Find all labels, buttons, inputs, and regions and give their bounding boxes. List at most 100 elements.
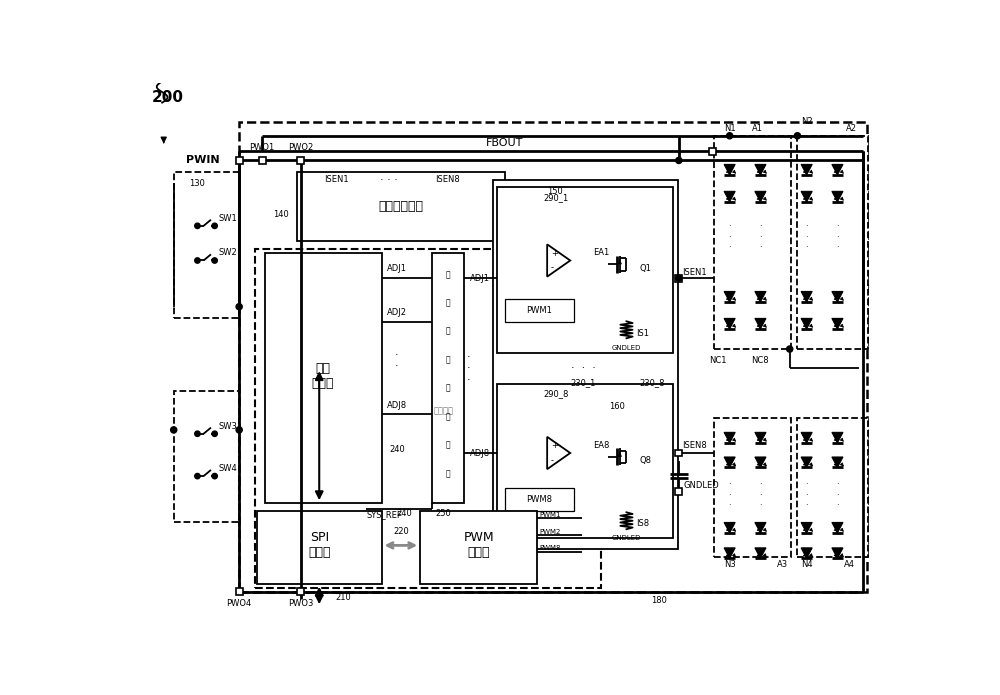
- Bar: [714, 418, 791, 557]
- Text: 230_8: 230_8: [640, 377, 665, 386]
- Polygon shape: [801, 191, 812, 202]
- Polygon shape: [724, 165, 735, 175]
- Text: NC8: NC8: [751, 356, 769, 365]
- Polygon shape: [801, 457, 812, 468]
- Text: 150: 150: [547, 187, 563, 196]
- Text: +: +: [551, 441, 558, 450]
- Circle shape: [787, 346, 793, 352]
- Text: 160: 160: [609, 402, 625, 411]
- Polygon shape: [801, 432, 812, 443]
- Bar: [432, 253, 464, 503]
- Text: A4: A4: [844, 560, 855, 569]
- Bar: [714, 136, 791, 349]
- Polygon shape: [832, 165, 843, 175]
- Bar: [297, 172, 505, 241]
- Text: 选: 选: [446, 384, 450, 393]
- Polygon shape: [832, 432, 843, 443]
- Text: SW1: SW1: [218, 213, 237, 222]
- Polygon shape: [724, 523, 735, 533]
- Polygon shape: [755, 548, 766, 558]
- Text: ·
·
·: · · ·: [805, 222, 808, 252]
- Text: 240: 240: [389, 445, 405, 454]
- Text: PWM8: PWM8: [539, 546, 561, 551]
- Bar: [797, 136, 868, 349]
- Text: ISEN1: ISEN1: [682, 268, 707, 277]
- Bar: [675, 450, 682, 457]
- Text: Q1: Q1: [640, 263, 651, 272]
- Text: ·
·
·: · · ·: [759, 222, 762, 252]
- Text: 250: 250: [435, 509, 451, 518]
- Text: ADJ2: ADJ2: [387, 309, 407, 318]
- Text: PWM
生成器: PWM 生成器: [463, 532, 494, 559]
- Text: PWO2: PWO2: [288, 142, 313, 152]
- Polygon shape: [755, 457, 766, 468]
- Text: ADJ8: ADJ8: [470, 448, 490, 457]
- Bar: [420, 511, 537, 584]
- Text: ·
·
·: · · ·: [467, 352, 470, 385]
- Text: SW2: SW2: [218, 248, 237, 257]
- Polygon shape: [724, 291, 735, 302]
- Bar: [709, 148, 716, 154]
- Text: 290_1: 290_1: [543, 193, 569, 202]
- Circle shape: [794, 133, 800, 139]
- Bar: [174, 391, 239, 523]
- Text: A1: A1: [752, 124, 763, 133]
- Text: N3: N3: [724, 560, 736, 569]
- Bar: [675, 275, 682, 281]
- Text: PWIN: PWIN: [186, 156, 220, 165]
- Text: ADJ1: ADJ1: [387, 265, 407, 273]
- Text: ·
·
·: · · ·: [836, 222, 839, 252]
- Circle shape: [195, 431, 200, 436]
- Circle shape: [212, 258, 217, 263]
- Polygon shape: [801, 291, 812, 302]
- Text: PWM1: PWM1: [539, 512, 561, 518]
- Text: 130: 130: [189, 179, 205, 188]
- Bar: [505, 299, 574, 322]
- Text: +: +: [551, 249, 558, 258]
- Circle shape: [236, 427, 242, 433]
- Text: ·
·: · ·: [395, 350, 399, 371]
- Text: 信: 信: [446, 327, 450, 336]
- Text: SW3: SW3: [218, 422, 237, 430]
- Text: ·
·
·: · · ·: [728, 480, 731, 510]
- Text: 单: 单: [446, 441, 450, 450]
- Polygon shape: [801, 165, 812, 175]
- Polygon shape: [832, 191, 843, 202]
- Bar: [257, 511, 382, 584]
- Text: ·
·
·: · · ·: [836, 480, 839, 510]
- Text: 数模
转换器: 数模 转换器: [312, 362, 334, 390]
- Polygon shape: [755, 191, 766, 202]
- Bar: [236, 588, 243, 595]
- Text: ISEN1: ISEN1: [324, 175, 348, 184]
- Bar: [297, 588, 304, 595]
- Text: EA8: EA8: [593, 441, 610, 450]
- Text: ISEN8: ISEN8: [682, 441, 707, 450]
- Polygon shape: [724, 318, 735, 329]
- Text: 反馈控制模块: 反馈控制模块: [378, 200, 423, 213]
- Polygon shape: [724, 548, 735, 558]
- Text: ·  ·  ·: · · ·: [571, 363, 596, 373]
- Text: -: -: [551, 263, 554, 272]
- Polygon shape: [755, 291, 766, 302]
- Text: IS1: IS1: [636, 329, 649, 338]
- Polygon shape: [801, 318, 812, 329]
- Circle shape: [195, 223, 200, 229]
- Text: ·
·
·: · · ·: [759, 480, 762, 510]
- Text: N2: N2: [802, 117, 813, 126]
- Circle shape: [212, 223, 217, 229]
- Polygon shape: [801, 548, 812, 558]
- Bar: [675, 488, 682, 495]
- Bar: [255, 249, 601, 588]
- Text: 解码模块: 解码模块: [433, 406, 453, 415]
- Bar: [493, 179, 678, 549]
- Text: 考: 考: [446, 298, 450, 307]
- Text: -: -: [551, 456, 554, 465]
- Text: 元: 元: [446, 469, 450, 478]
- Polygon shape: [547, 245, 570, 277]
- Polygon shape: [547, 437, 570, 469]
- Text: IS8: IS8: [636, 519, 649, 528]
- Circle shape: [212, 431, 217, 436]
- Circle shape: [676, 275, 682, 281]
- Polygon shape: [832, 291, 843, 302]
- Text: PWO4: PWO4: [227, 598, 252, 607]
